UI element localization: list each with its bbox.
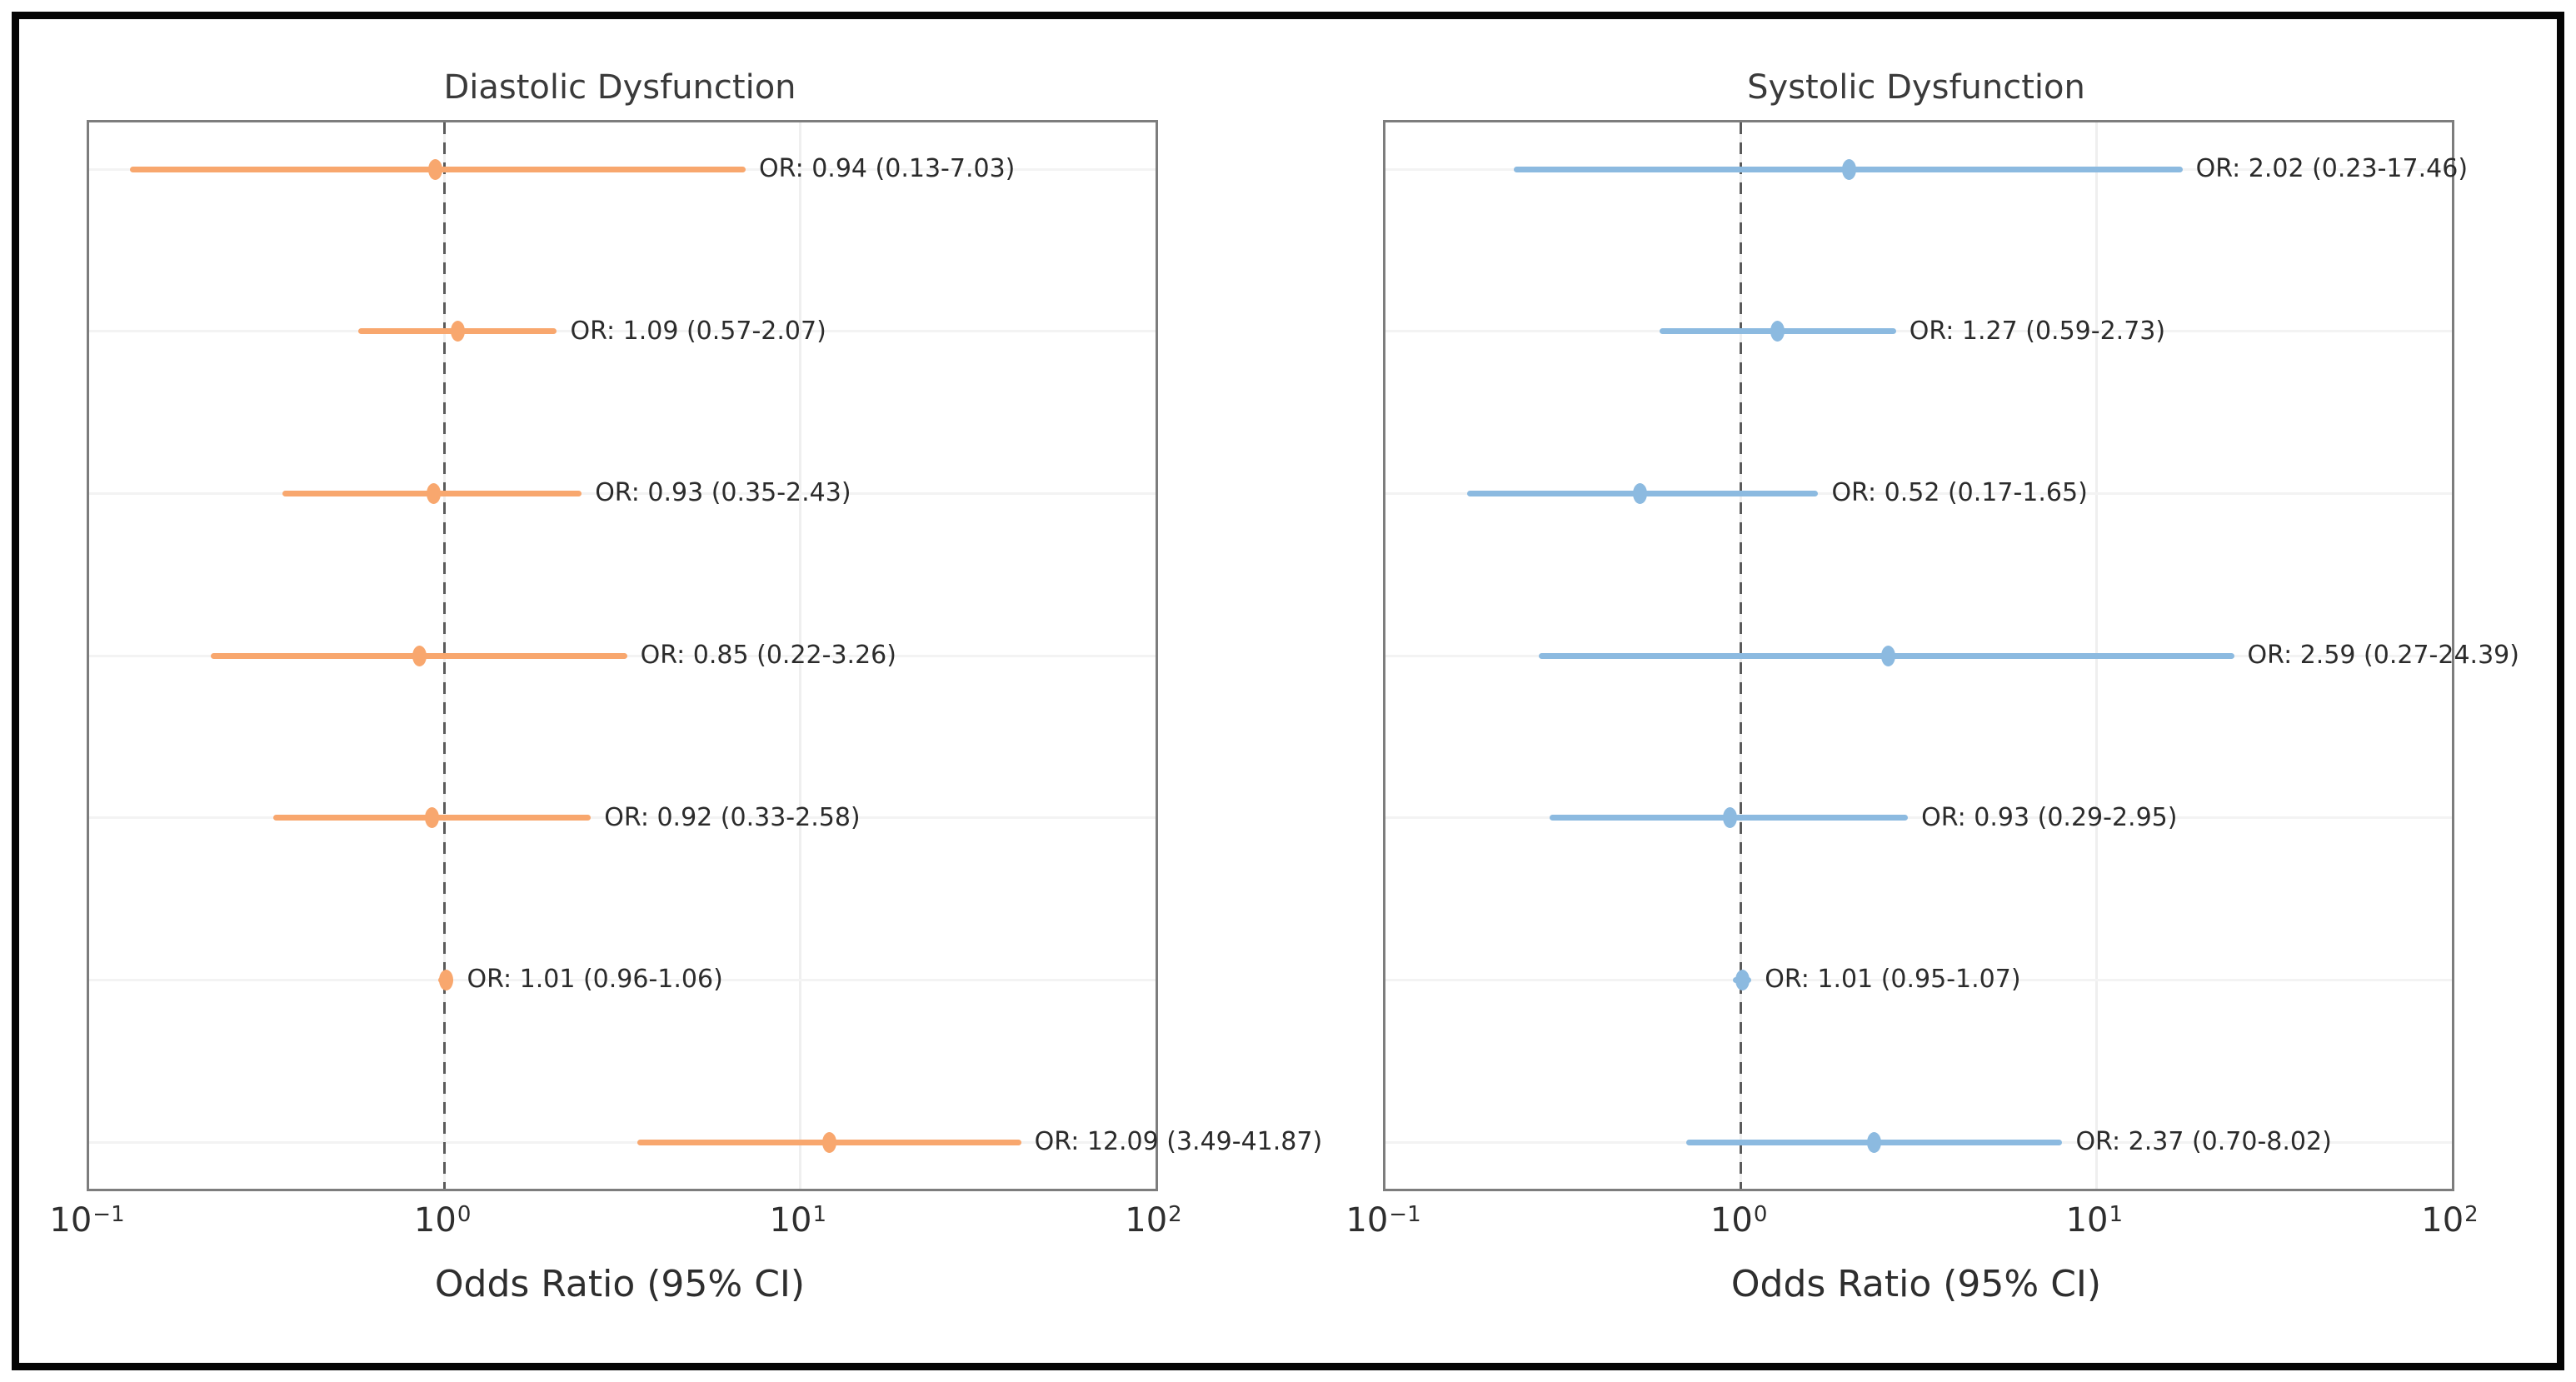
x-tick-label: 101 xyxy=(769,1201,827,1240)
horizontal-gridline xyxy=(89,330,1156,333)
x-tick-exponent: 1 xyxy=(812,1201,827,1227)
or-point-marker xyxy=(1735,969,1750,990)
or-point-marker xyxy=(1842,158,1857,180)
or-value-label: OR: 0.92 (0.33-2.58) xyxy=(604,802,861,832)
x-tick-exponent: 0 xyxy=(1753,1201,1768,1227)
horizontal-gridline xyxy=(89,491,1156,495)
or-value-label: OR: 1.01 (0.95-1.07) xyxy=(1765,965,2021,995)
or-value-label: OR: 0.94 (0.13-7.03) xyxy=(759,154,1016,183)
or-value-label: OR: 1.01 (0.96-1.06) xyxy=(467,965,723,995)
x-tick-exponent: 1 xyxy=(2109,1201,2124,1227)
panel-title-diastolic: Diastolic Dysfunction xyxy=(443,68,796,107)
horizontal-gridline xyxy=(89,1140,1156,1144)
x-tick-label: 10−1 xyxy=(1345,1201,1421,1240)
x-tick-label: 100 xyxy=(413,1201,472,1240)
or-point-marker xyxy=(822,1131,836,1153)
x-axis-label: Odds Ratio (95% CI) xyxy=(1730,1263,2102,1305)
or-point-marker xyxy=(426,482,441,504)
panel-title-systolic: Systolic Dysfunction xyxy=(1747,68,2085,107)
or-point-marker xyxy=(427,158,442,180)
x-axis-ticks: 10−1 100 101 102 xyxy=(1345,1201,2478,1251)
or-value-label: OR: 2.02 (0.23-17.46) xyxy=(2195,154,2469,183)
horizontal-gridline xyxy=(1385,816,2452,820)
x-axis-label: Odds Ratio (95% CI) xyxy=(434,1263,806,1305)
x-tick-label: 10−1 xyxy=(49,1201,125,1240)
x-tick-exponent: 0 xyxy=(457,1201,472,1227)
or-value-label: OR: 2.59 (0.27-24.39) xyxy=(2247,641,2519,670)
or-point-marker xyxy=(1880,645,1895,666)
horizontal-gridline xyxy=(89,816,1156,820)
or-value-label: OR: 0.85 (0.22-3.26) xyxy=(640,641,896,670)
or-point-marker xyxy=(1722,807,1737,829)
x-tick-exponent: −1 xyxy=(92,1201,125,1227)
or-point-marker xyxy=(451,321,466,342)
x-tick-label: 102 xyxy=(2421,1201,2479,1240)
x-tick-exponent: −1 xyxy=(1389,1201,1421,1227)
horizontal-gridline xyxy=(1385,491,2452,495)
or-point-marker xyxy=(424,807,439,829)
or-point-marker xyxy=(1632,482,1647,504)
or-point-marker xyxy=(439,969,453,990)
x-axis-ticks: 10−1 100 101 102 xyxy=(49,1201,1181,1251)
figure-frame xyxy=(12,12,2564,1370)
horizontal-gridline xyxy=(1385,330,2452,333)
x-tick-exponent: 2 xyxy=(2464,1201,2479,1227)
horizontal-gridline xyxy=(89,978,1156,981)
or-point-marker xyxy=(1867,1131,1882,1153)
or-value-label: OR: 1.27 (0.59-2.73) xyxy=(1909,316,2166,346)
horizontal-gridline xyxy=(1385,978,2452,981)
or-value-label: OR: 12.09 (3.49-41.87) xyxy=(1034,1127,1323,1156)
or-value-label: OR: 0.93 (0.35-2.43) xyxy=(595,478,851,508)
x-tick-label: 102 xyxy=(1125,1201,1182,1240)
x-tick-exponent: 2 xyxy=(1168,1201,1182,1227)
or-point-marker xyxy=(1770,321,1785,342)
or-value-label: OR: 1.09 (0.57-2.07) xyxy=(570,316,826,346)
plot-area: OR: 2.02 (0.23-17.46) OR: 1.27 (0.59-2.73… xyxy=(1383,120,2519,1191)
or-value-label: OR: 2.37 (0.70-8.02) xyxy=(2075,1127,2332,1156)
or-value-label: OR: 0.93 (0.29-2.95) xyxy=(1921,802,2178,832)
or-point-marker xyxy=(412,645,427,666)
x-tick-label: 100 xyxy=(1710,1201,1768,1240)
or-value-label: OR: 0.52 (0.17-1.65) xyxy=(1831,478,2088,508)
x-tick-label: 101 xyxy=(2065,1201,2124,1240)
plot-area: OR: 0.94 (0.13-7.03) OR: 1.09 (0.57-2.07)… xyxy=(87,120,1322,1191)
